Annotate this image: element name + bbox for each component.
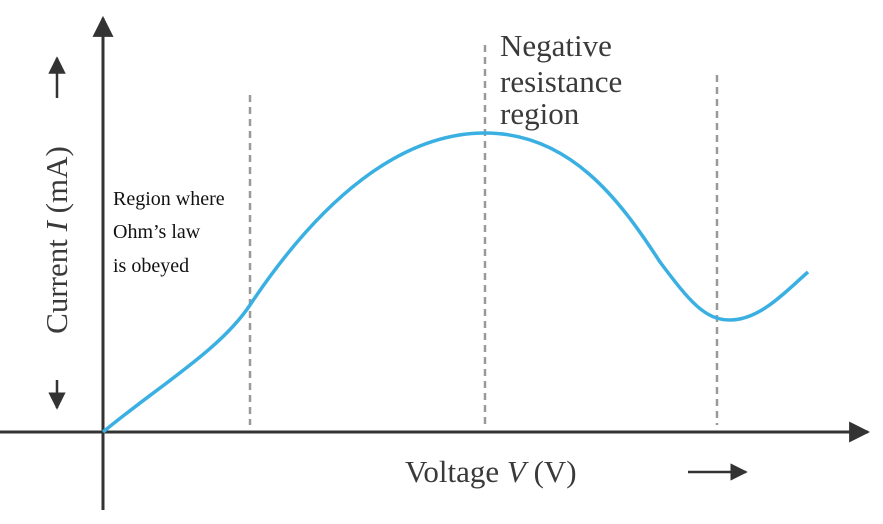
x-label-name: Voltage [405,454,499,489]
x-label-unit: (V) [534,454,577,489]
iv-curve [101,131,810,434]
annotation-line: Ohm’s law [113,221,201,243]
annotation-line: Negative [500,28,612,63]
y-label-name: Current [39,239,74,334]
annotation-line: region [500,96,580,131]
y-label-unit: (mA) [39,146,74,213]
annotation-line: Region where [113,188,225,210]
region-lines [248,45,719,425]
x-axis-label: Voltage V (V) [405,454,577,489]
y-label-group: Current I (mA) [39,146,74,334]
y-label-symbol: I [39,219,74,232]
y-axis-label: Current I (mA) [39,146,74,334]
annotation-line: is obeyed [113,255,189,277]
x-label-symbol: V [507,454,529,489]
annotation-line: resistance [500,64,622,99]
